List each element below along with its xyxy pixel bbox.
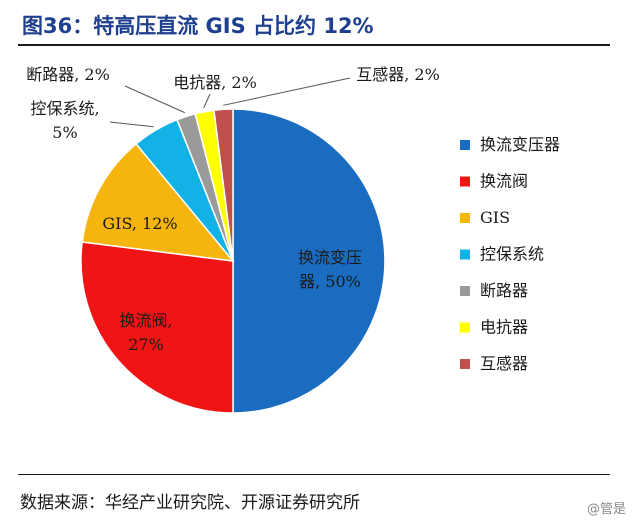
slice-label-2: 换流阀, 27%	[119, 311, 172, 354]
pie-slice-3	[81, 142, 235, 262]
pie-slice-1	[232, 108, 386, 414]
slice-label-5: 断路器, 2%	[26, 65, 110, 84]
pie-slice-7	[213, 108, 234, 262]
legend-swatch-4	[460, 249, 470, 260]
leader-line-5	[124, 85, 185, 114]
legend-swatch-3	[460, 213, 470, 223]
legend-label-7: 互感器	[480, 354, 528, 373]
slice-label-6: 电抗器, 2%	[173, 73, 257, 92]
legend-label-4: 控保系统	[480, 245, 544, 264]
legend-swatch-1	[460, 140, 470, 150]
legend-label-2: 换流阀	[480, 172, 528, 191]
watermark: @管是	[586, 502, 626, 517]
legend-swatch-5	[460, 286, 470, 296]
legend-label-6: 电抗器	[480, 318, 528, 337]
legend-swatch-6	[460, 322, 470, 333]
legend-label-5: 断路器	[480, 281, 528, 300]
pie-slice-2	[80, 241, 234, 414]
pie-slices	[80, 108, 386, 414]
source-rule	[18, 474, 610, 475]
legend-swatch-7	[460, 359, 470, 369]
slice-label-3: GIS, 12%	[102, 214, 177, 233]
leader-line-4	[109, 121, 154, 128]
slice-label-1: 换流变压器, 50%	[298, 248, 362, 291]
title-rule	[18, 44, 610, 46]
leader-line-6	[203, 93, 211, 108]
slice-label-4: 控保系统, 5%	[30, 99, 99, 142]
chart-title: 图36：特高压直流 GIS 占比约 12%	[22, 14, 374, 38]
leader-line-7	[223, 77, 351, 106]
legend-swatch-2	[460, 176, 470, 187]
leader-lines	[109, 77, 351, 128]
pie-chart: 换流变压器, 50% 换流阀, 27% GIS, 12% 控保系统, 5% 断路器, 2% 电…	[26, 65, 560, 414]
slice-labels: 换流变压器, 50% 换流阀, 27% GIS, 12% 控保系统, 5% 断路器, 2% 电…	[26, 65, 440, 354]
legend-label-3: GIS	[480, 208, 510, 227]
legend-label-1: 换流变压器	[480, 135, 560, 154]
source-note: 数据来源：华经产业研究院、开源证券研究所	[20, 493, 360, 513]
slice-label-7: 互感器, 2%	[356, 65, 440, 84]
